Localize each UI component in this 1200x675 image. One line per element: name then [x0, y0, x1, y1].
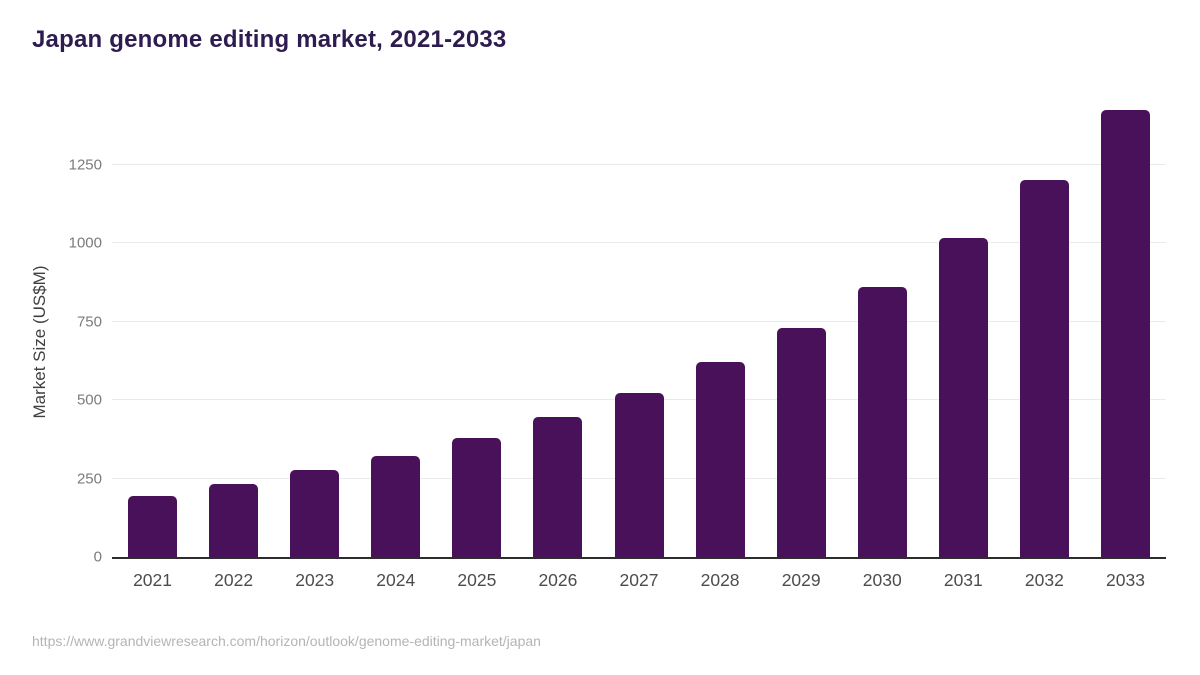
bar-2023[interactable]: [290, 470, 340, 557]
bar-slot-2023: [274, 102, 355, 557]
y-axis-tick-labels: 0 250 500 750 1000 1250: [30, 102, 102, 564]
plot-area: [112, 102, 1166, 559]
source-url: https://www.grandviewresearch.com/horizo…: [32, 633, 541, 649]
x-tick-label-2024: 2024: [376, 570, 416, 590]
x-tick-label-2029: 2029: [781, 570, 821, 590]
x-tick-label-2022: 2022: [214, 570, 254, 590]
bars-row: [112, 102, 1166, 557]
x-tick-label-2025: 2025: [457, 570, 497, 590]
bar-slot-2028: [680, 102, 761, 557]
bar-2022[interactable]: [209, 483, 259, 557]
bar-slot-2027: [598, 102, 679, 557]
bar-2033[interactable]: [1100, 110, 1150, 557]
x-tick-label-2030: 2030: [862, 570, 902, 590]
y-tick-label-250: 250: [76, 470, 102, 488]
bar-2031[interactable]: [938, 237, 988, 557]
bar-slot-2032: [1004, 102, 1085, 557]
y-tick-label-750: 750: [76, 313, 102, 331]
bar-2029[interactable]: [776, 327, 826, 557]
y-tick-label-500: 500: [76, 391, 102, 409]
gridline-1000: [112, 242, 1166, 244]
y-tick-label-0: 0: [93, 548, 102, 566]
bar-2025[interactable]: [452, 437, 502, 557]
bar-2028[interactable]: [695, 362, 745, 557]
chart-title: Japan genome editing market, 2021-2033: [32, 26, 507, 53]
bar-slot-2033: [1085, 102, 1166, 557]
bar-2026[interactable]: [533, 416, 583, 557]
bar-slot-2030: [842, 102, 923, 557]
x-tick-label-2028: 2028: [700, 570, 740, 590]
gridline-750: [112, 320, 1166, 322]
bar-slot-2025: [436, 102, 517, 557]
y-tick-label-1000: 1000: [68, 234, 102, 252]
bar-slot-2021: [112, 102, 193, 557]
bar-slot-2024: [355, 102, 436, 557]
bar-slot-2031: [923, 102, 1004, 557]
bar-slot-2029: [761, 102, 842, 557]
x-tick-label-2023: 2023: [295, 570, 335, 590]
x-tick-label-2027: 2027: [619, 570, 659, 590]
x-tick-label-2026: 2026: [538, 570, 578, 590]
bar-slot-2022: [193, 102, 274, 557]
gridline-1250: [112, 163, 1166, 165]
y-tick-label-1250: 1250: [68, 156, 102, 174]
x-tick-label-2031: 2031: [943, 570, 983, 590]
x-tick-label-2033: 2033: [1106, 570, 1145, 590]
x-axis-labels: 2021 2022 2023 2024 2025 2026 2027 2028 2029 2030…: [112, 564, 1166, 591]
x-tick-label-2032: 2032: [1024, 570, 1064, 590]
bar-2024[interactable]: [371, 455, 421, 557]
bar-2021[interactable]: [128, 495, 178, 557]
bar-2032[interactable]: [1019, 179, 1069, 557]
x-tick-label-2021: 2021: [133, 570, 172, 590]
bar-2027[interactable]: [614, 392, 664, 557]
bar-slot-2026: [517, 102, 598, 557]
bar-2030[interactable]: [857, 287, 907, 557]
